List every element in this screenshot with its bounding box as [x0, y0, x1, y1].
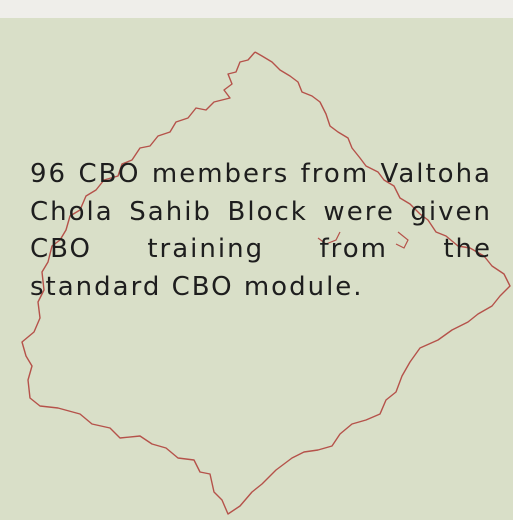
description-text: 96 CBO members from Valtoha Chola Sahib …: [30, 159, 492, 302]
top-strip: [0, 0, 513, 18]
